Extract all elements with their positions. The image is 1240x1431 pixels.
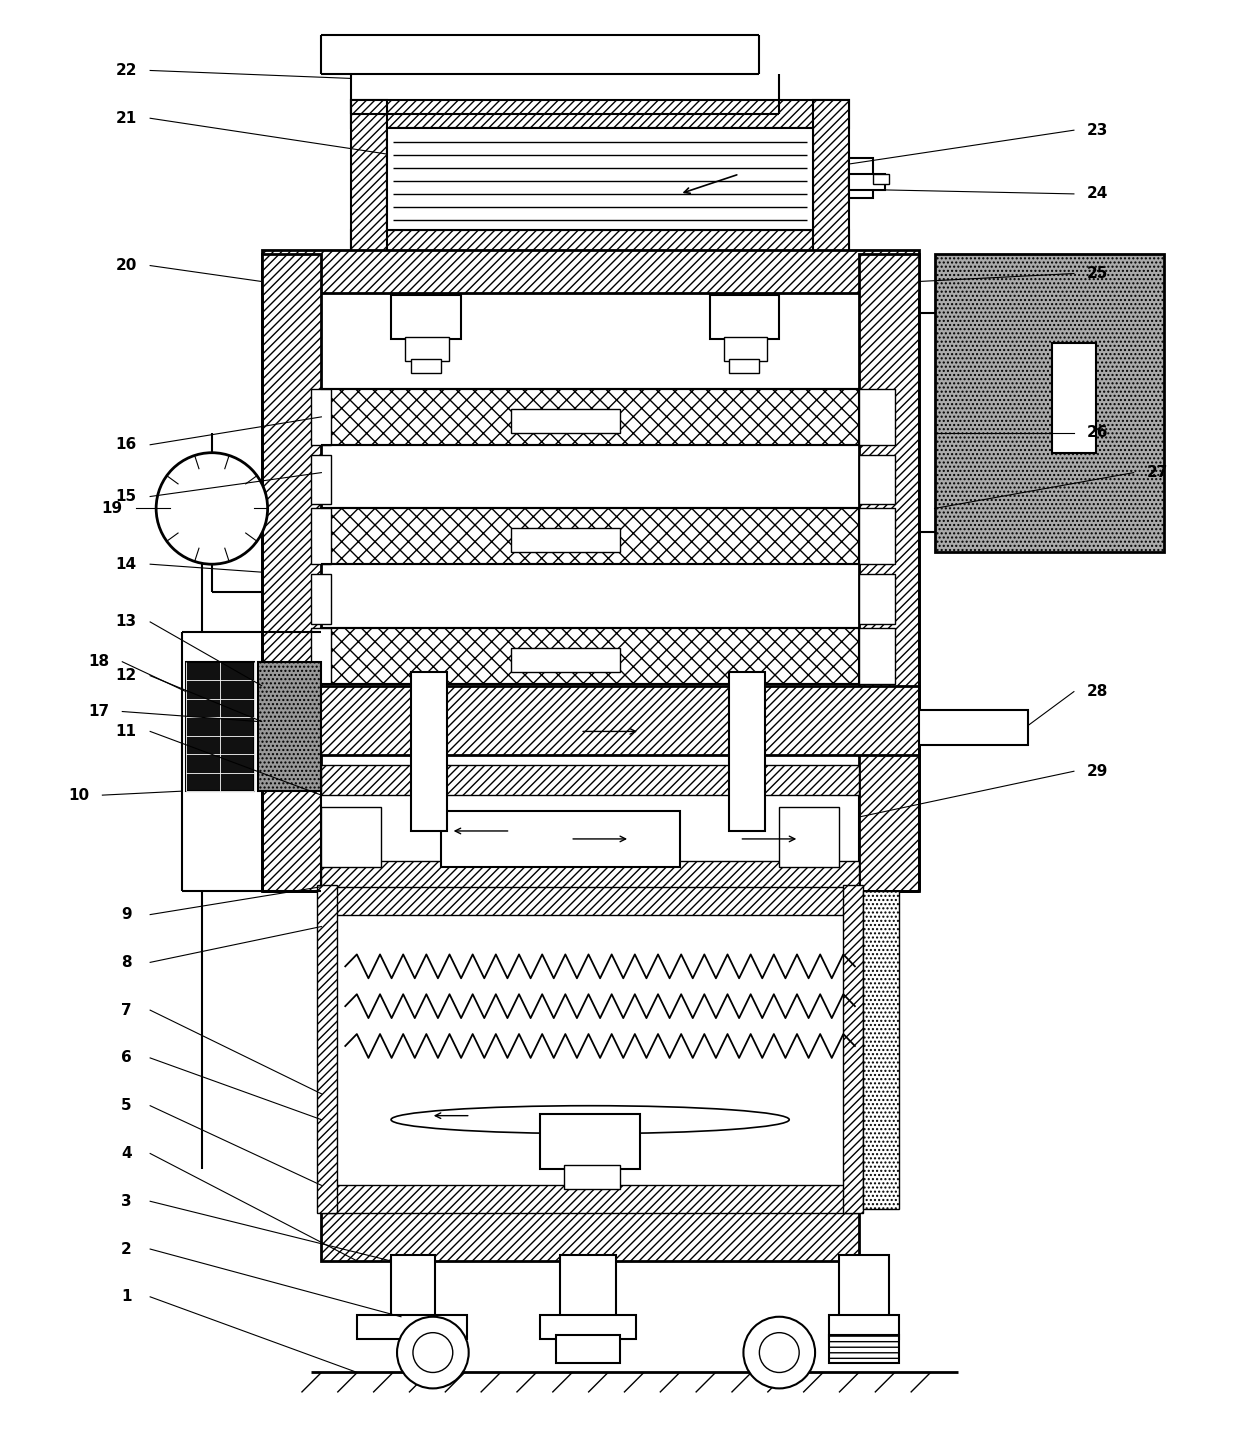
Bar [311,508,331,564]
Circle shape [397,1317,469,1388]
Bar [729,671,765,831]
Bar [258,661,321,791]
Bar [560,1255,616,1319]
Bar [317,884,337,1213]
Bar [262,253,321,890]
Circle shape [413,1332,453,1372]
Text: 23: 23 [1087,123,1109,137]
Bar [1052,343,1096,452]
Bar [729,359,759,373]
Bar [351,100,849,129]
Text: 17: 17 [88,704,109,718]
Bar [311,574,331,624]
Text: 28: 28 [1087,684,1109,700]
Bar [557,1335,620,1362]
Bar [321,771,859,890]
Bar [391,1255,435,1319]
Bar [262,249,919,293]
Text: 12: 12 [115,668,136,683]
Text: 21: 21 [115,110,136,126]
Bar [541,1315,636,1338]
Bar [511,409,620,432]
Bar [859,508,895,564]
Ellipse shape [391,1106,789,1133]
Circle shape [156,452,268,564]
Bar [830,1315,899,1338]
Bar [873,175,889,185]
Bar [859,574,895,624]
Text: 1: 1 [122,1289,131,1304]
Text: 2: 2 [120,1242,131,1256]
Text: 5: 5 [122,1098,131,1113]
Bar [813,100,849,258]
Text: 18: 18 [88,654,109,670]
Bar [511,648,620,671]
Text: 16: 16 [115,438,136,452]
Bar [511,528,620,552]
Bar [564,1165,620,1189]
Text: 11: 11 [115,724,136,738]
Bar [541,1113,640,1169]
Text: 7: 7 [122,1003,131,1017]
Text: 13: 13 [115,614,136,630]
Bar [321,807,381,867]
Bar [859,389,895,445]
Text: 8: 8 [122,954,131,970]
Text: 26: 26 [1087,425,1109,441]
Text: 19: 19 [102,501,123,517]
Bar [321,887,859,914]
Bar [859,253,919,890]
Bar [321,1185,859,1213]
Text: 22: 22 [115,63,138,77]
Bar [321,890,859,1209]
Text: 6: 6 [120,1050,131,1066]
Text: 3: 3 [122,1193,131,1209]
Bar [849,175,885,190]
Text: 15: 15 [115,489,136,504]
Bar [410,671,446,831]
Bar [321,861,859,890]
Bar [262,685,919,756]
Bar [839,1255,889,1319]
Bar [391,295,461,339]
Bar [863,890,899,1209]
Bar [351,230,849,258]
Bar [830,1335,899,1362]
Bar [843,884,863,1213]
Text: 10: 10 [68,787,89,803]
Bar [410,359,441,373]
Bar [321,628,859,684]
Bar [311,628,331,684]
Text: 27: 27 [1147,465,1168,481]
Bar [357,1315,466,1338]
Bar [387,129,813,230]
Bar [321,1205,859,1261]
Text: 29: 29 [1087,764,1109,778]
Bar [311,455,331,505]
Text: 4: 4 [122,1146,131,1161]
Text: 14: 14 [115,557,136,572]
Bar [859,455,895,505]
Bar [321,389,859,445]
Bar [441,811,680,867]
Bar [321,508,859,564]
Text: 20: 20 [115,258,136,273]
Circle shape [759,1332,799,1372]
Circle shape [744,1317,815,1388]
Bar [709,295,779,339]
Bar [919,710,1028,746]
Bar [321,766,859,796]
Text: 25: 25 [1087,266,1109,280]
Bar [351,100,387,258]
Text: 9: 9 [122,907,131,922]
Bar [935,253,1163,552]
Bar [723,338,768,361]
Bar [779,807,839,867]
Bar [311,389,331,445]
Text: 24: 24 [1087,186,1109,202]
Bar [405,338,449,361]
Bar [186,661,254,791]
Bar [849,157,873,197]
Bar [859,628,895,684]
